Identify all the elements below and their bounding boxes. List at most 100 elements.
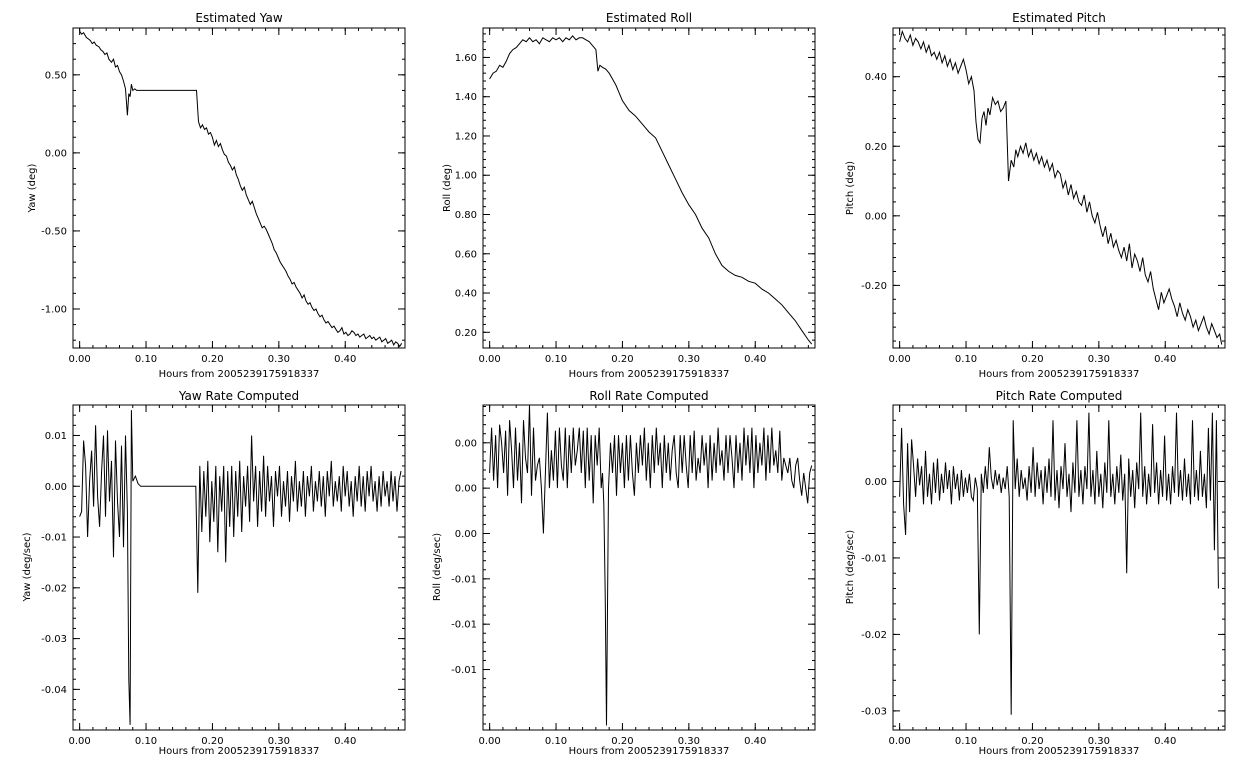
y-tick-label: -1.00 bbox=[41, 304, 67, 315]
y-axis-label: Yaw (deg/sec) bbox=[22, 532, 33, 602]
x-tick-label: 0.10 bbox=[955, 736, 977, 747]
chart-title: Yaw Rate Computed bbox=[178, 389, 299, 403]
y-tick-label: -0.03 bbox=[41, 634, 67, 645]
x-tick-label: 0.40 bbox=[1154, 354, 1176, 365]
y-tick-label: 0.00 bbox=[865, 211, 887, 222]
y-tick-label: -0.04 bbox=[41, 685, 67, 696]
y-tick-label: -0.01 bbox=[451, 620, 477, 631]
tick-layer: 0.00 0.10 0.20 0.30 0.40 0.50 0.00 -0.50 -1.00 bbox=[41, 27, 405, 365]
series-layer bbox=[899, 29, 1223, 345]
x-tick-label: 0.00 bbox=[479, 354, 501, 365]
y-axis-label: Roll (deg) bbox=[442, 164, 453, 212]
x-axis-label: Hours from 2005239175918337 bbox=[569, 369, 730, 380]
series-line bbox=[899, 29, 1223, 345]
y-tick-label: 0.60 bbox=[455, 249, 477, 260]
series-layer bbox=[489, 404, 813, 726]
y-axis-label: Roll (deg/sec) bbox=[432, 533, 443, 601]
x-tick-label: 0.20 bbox=[1021, 354, 1043, 365]
plot-estimated-yaw: Estimated Yaw 0.00 0.10 0.20 0.30 0.400.500.… bbox=[27, 11, 406, 380]
plot-estimated-roll: Estimated Roll 0.00 0.10 0.20 0.30 0.40 1.60 1… bbox=[442, 11, 816, 380]
y-tick-label: 0.40 bbox=[455, 289, 477, 300]
chart-title: Roll Rate Computed bbox=[589, 389, 708, 403]
series-layer bbox=[79, 410, 402, 725]
x-tick-label: 0.20 bbox=[1021, 736, 1043, 747]
x-tick-label: 0.30 bbox=[678, 736, 700, 747]
x-axis-label: Hours from 2005239175918337 bbox=[979, 746, 1140, 757]
x-tick-label: 0.30 bbox=[1088, 736, 1110, 747]
chart-title: Pitch Rate Computed bbox=[996, 389, 1123, 403]
chart-title: Estimated Pitch bbox=[1012, 11, 1106, 25]
y-tick-label: -0.01 bbox=[451, 665, 477, 676]
y-tick-label: -0.20 bbox=[861, 281, 887, 292]
x-tick-label: 0.00 bbox=[69, 354, 91, 365]
series-line bbox=[489, 35, 813, 345]
y-tick-label: -0.01 bbox=[41, 533, 67, 544]
plot-yaw-rate-computed: Yaw Rate Computed 0.00 0.10 0.20 0.30 0.400.… bbox=[22, 389, 406, 757]
x-axis-label: Hours from 2005239175918337 bbox=[159, 369, 320, 380]
y-tick-label: 0.01 bbox=[45, 431, 67, 442]
x-tick-label: 0.00 bbox=[69, 736, 91, 747]
x-tick-label: 0.40 bbox=[1154, 736, 1176, 747]
y-tick-label: 0.20 bbox=[455, 328, 477, 339]
y-tick-label: 1.20 bbox=[455, 131, 477, 142]
y-axis-label: Pitch (deg) bbox=[845, 161, 856, 215]
x-tick-label: 0.30 bbox=[268, 354, 290, 365]
y-tick-label: 0.50 bbox=[45, 70, 67, 81]
x-tick-label: 0.20 bbox=[201, 354, 223, 365]
x-tick-label: 0.00 bbox=[889, 354, 911, 365]
x-tick-label: 0.00 bbox=[889, 736, 911, 747]
y-tick-label: -0.03 bbox=[861, 706, 887, 717]
series-layer bbox=[899, 412, 1219, 715]
chart-title: Estimated Yaw bbox=[195, 11, 282, 25]
y-tick-label: -0.02 bbox=[41, 583, 67, 594]
plot-frame bbox=[72, 404, 406, 731]
x-tick-label: 0.20 bbox=[611, 736, 633, 747]
series-line bbox=[79, 410, 402, 725]
x-tick-label: 0.00 bbox=[479, 736, 501, 747]
y-tick-label: 0.00 bbox=[455, 484, 477, 495]
x-tick-label: 0.10 bbox=[135, 736, 157, 747]
y-axis-label: Yaw (deg) bbox=[27, 163, 38, 213]
x-tick-label: 0.30 bbox=[268, 736, 290, 747]
x-tick-label: 0.30 bbox=[1088, 354, 1110, 365]
plot-frame bbox=[892, 27, 1226, 349]
plot-pitch-rate-computed: Pitch Rate Computed 0.00 0.10 0.20 0.30 0.40… bbox=[845, 389, 1226, 757]
series-line bbox=[489, 404, 813, 726]
x-tick-label: 0.10 bbox=[955, 354, 977, 365]
y-tick-label: 0.00 bbox=[45, 482, 67, 493]
series-line bbox=[899, 412, 1219, 715]
series-line bbox=[79, 30, 403, 348]
x-tick-label: 0.10 bbox=[545, 354, 567, 365]
x-tick-label: 0.40 bbox=[334, 736, 356, 747]
plot-frame bbox=[482, 404, 816, 731]
x-axis-label: Hours from 2005239175918337 bbox=[159, 746, 320, 757]
y-tick-label: 0.00 bbox=[455, 529, 477, 540]
tick-layer: 0.00 0.10 0.20 0.30 0.40 0.00 -0.01 -0.02 -0.03 bbox=[861, 404, 1225, 747]
x-tick-label: 0.40 bbox=[744, 736, 766, 747]
y-tick-label: 1.40 bbox=[455, 92, 477, 103]
y-axis-label: Pitch (deg/sec) bbox=[845, 530, 856, 605]
x-tick-label: 0.30 bbox=[678, 354, 700, 365]
y-tick-label: -0.50 bbox=[41, 226, 67, 237]
y-tick-label: 0.20 bbox=[865, 142, 887, 153]
y-tick-label: 0.00 bbox=[45, 148, 67, 159]
x-axis-label: Hours from 2005239175918337 bbox=[979, 369, 1140, 380]
plot-frame bbox=[482, 27, 816, 349]
x-tick-label: 0.40 bbox=[334, 354, 356, 365]
x-axis-label: Hours from 2005239175918337 bbox=[569, 746, 730, 757]
series-layer bbox=[79, 30, 403, 348]
chart-title: Estimated Roll bbox=[606, 11, 692, 25]
series-layer bbox=[489, 35, 813, 345]
tick-layer: 0.00 0.10 0.20 0.30 0.40 0.40 0.20 0.00 -0.20 bbox=[861, 28, 1225, 365]
y-tick-label: -0.02 bbox=[861, 630, 887, 641]
y-tick-label: 1.00 bbox=[455, 171, 477, 182]
plot-roll-rate-computed: Roll Rate Computed 0.00 0.10 0.20 0.30 0.40 0… bbox=[432, 389, 816, 757]
plot-frame bbox=[892, 404, 1226, 731]
plot-frame bbox=[72, 27, 406, 349]
y-tick-label: 0.40 bbox=[865, 72, 887, 83]
y-tick-label: 0.00 bbox=[865, 477, 887, 488]
x-tick-label: 0.10 bbox=[545, 736, 567, 747]
tick-layer: 0.00 0.10 0.20 0.30 0.40 0.01 0.00 -0.01 -0.02 -0… bbox=[41, 404, 405, 747]
